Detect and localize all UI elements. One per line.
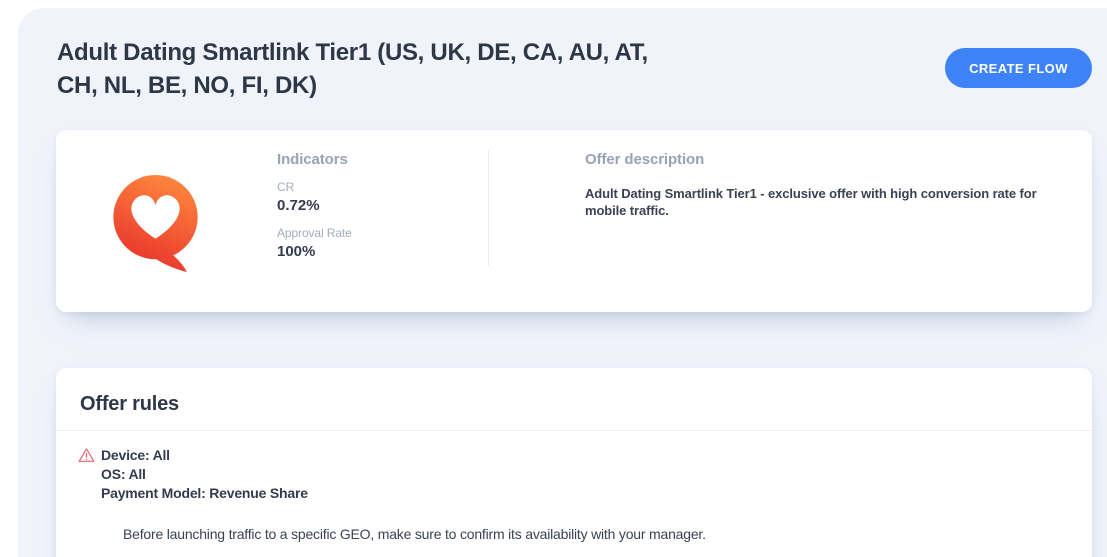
page-title-line1: Adult Dating Smartlink Tier1 (US, UK, DE…: [57, 39, 648, 66]
metric-approval-rate-value: 100%: [277, 243, 316, 260]
metric-approval-rate: Approval Rate 100%: [277, 226, 467, 260]
rule-os: OS: All: [101, 466, 146, 482]
heart-bubble-icon: [113, 174, 198, 272]
offer-rules-title: Offer rules: [80, 393, 179, 415]
offer-logo: [112, 174, 201, 272]
page-title: Adult Dating Smartlink Tier1 (US, UK, DE…: [57, 36, 817, 102]
create-flow-button[interactable]: CREATE FLOW: [945, 48, 1092, 88]
metric-cr-label: CR: [277, 180, 295, 194]
page-title-line2: CH, NL, BE, NO, FI, DK): [57, 72, 317, 99]
rule-device: Device: All: [101, 447, 170, 463]
warning-icon: [78, 447, 95, 468]
vertical-divider: [488, 150, 489, 266]
offer-description-section: Offer description Adult Dating Smartlink…: [585, 151, 1052, 219]
offer-rules-body: Device: All OS: All Payment Model: Reven…: [56, 431, 1092, 543]
indicators-section: Indicators CR 0.72% Approval Rate 100%: [277, 151, 467, 260]
rules-note: Before launching traffic to a specific G…: [123, 526, 706, 542]
metric-cr: CR 0.72%: [277, 180, 467, 214]
metric-cr-value: 0.72%: [277, 197, 320, 214]
page-panel: Adult Dating Smartlink Tier1 (US, UK, DE…: [18, 8, 1107, 557]
horizontal-divider: [56, 430, 1092, 431]
offer-description-text: Adult Dating Smartlink Tier1 - exclusive…: [585, 186, 1037, 218]
offer-overview-card: Indicators CR 0.72% Approval Rate 100% O…: [56, 130, 1092, 312]
offer-rules-header: Offer rules: [56, 368, 1092, 430]
rule-lines: Device: All OS: All Payment Model: Reven…: [101, 446, 308, 503]
offer-rules-card: Offer rules Device: All OS: All: [56, 368, 1092, 557]
rule-payment-model: Payment Model: Revenue Share: [101, 485, 308, 501]
indicators-heading: Indicators: [277, 151, 348, 168]
metric-approval-rate-label: Approval Rate: [277, 226, 352, 240]
offer-description-heading: Offer description: [585, 151, 705, 168]
rules-list: Device: All OS: All Payment Model: Reven…: [78, 446, 1068, 503]
